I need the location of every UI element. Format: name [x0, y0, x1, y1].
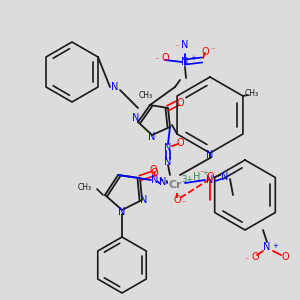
Text: 3+: 3+	[181, 176, 193, 184]
Text: +: +	[202, 170, 208, 176]
Text: N: N	[206, 175, 214, 185]
Text: CH₃: CH₃	[139, 91, 153, 100]
Text: Cr: Cr	[168, 180, 182, 190]
Text: O: O	[176, 138, 184, 148]
Text: N: N	[140, 195, 148, 205]
Text: O: O	[161, 53, 169, 63]
Text: N: N	[148, 132, 156, 142]
Text: N: N	[132, 113, 140, 123]
Text: O: O	[201, 47, 209, 57]
Text: N: N	[164, 143, 172, 153]
Text: +: +	[190, 55, 196, 61]
Text: ⁻: ⁻	[175, 43, 179, 52]
Text: N: N	[206, 150, 214, 160]
Text: N: N	[151, 175, 159, 185]
Text: N: N	[164, 157, 172, 167]
Text: ⁻: ⁻	[200, 169, 204, 178]
Text: ⁻: ⁻	[182, 199, 186, 208]
Text: N: N	[221, 172, 229, 182]
Text: CH₃: CH₃	[78, 184, 92, 193]
Text: N: N	[181, 57, 189, 67]
Text: O: O	[206, 172, 214, 182]
Text: N: N	[263, 242, 271, 252]
Text: ⁻: ⁻	[155, 56, 159, 64]
Text: ⁻: ⁻	[245, 256, 249, 265]
Text: H: H	[193, 172, 201, 182]
Text: O: O	[251, 252, 259, 262]
Text: N: N	[159, 177, 167, 187]
Text: N: N	[118, 207, 126, 217]
Text: N: N	[181, 40, 189, 50]
Text: O: O	[173, 195, 181, 205]
Text: O: O	[149, 165, 157, 175]
Text: CH₃: CH₃	[245, 88, 259, 98]
Text: O: O	[150, 168, 158, 178]
Text: ⁻: ⁻	[211, 46, 215, 55]
Text: N: N	[111, 82, 119, 92]
Text: O: O	[281, 252, 289, 262]
Text: O: O	[176, 98, 184, 108]
Text: +: +	[272, 243, 278, 249]
